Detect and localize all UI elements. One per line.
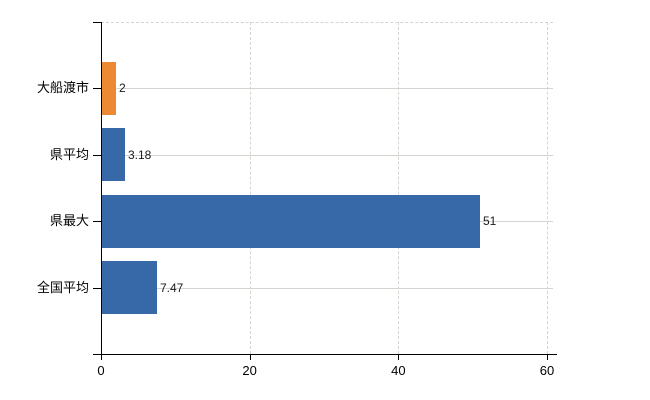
y-tick (93, 22, 101, 23)
bar (102, 128, 125, 181)
y-tick (93, 221, 101, 222)
category-label: 県平均 (49, 147, 89, 162)
x-tick-label: 20 (242, 363, 257, 378)
category-label: 大船渡市 (36, 80, 89, 95)
category-gridline (101, 155, 553, 156)
y-axis-line (101, 22, 102, 354)
x-axis-line (93, 354, 557, 355)
x-tick (101, 354, 102, 360)
bar (102, 62, 116, 115)
x-tick-label: 0 (97, 363, 105, 378)
bar-value-label: 2 (119, 81, 126, 95)
y-tick (93, 288, 101, 289)
bar (102, 195, 480, 248)
value-gridline (547, 22, 548, 354)
plot-top-border (101, 22, 553, 23)
bar-value-label: 7.47 (160, 281, 184, 295)
value-gridline (398, 22, 400, 354)
category-label: 県最大 (49, 213, 89, 228)
y-tick (93, 155, 101, 156)
category-gridline (101, 288, 553, 289)
bar-value-label: 51 (483, 214, 497, 228)
x-tick-label: 60 (539, 363, 555, 378)
x-tick (249, 354, 251, 360)
bar-value-label: 3.18 (128, 148, 152, 162)
x-tick-label: 40 (391, 363, 406, 378)
category-label: 全国平均 (36, 280, 89, 295)
bar (102, 261, 157, 314)
value-gridline (249, 22, 251, 354)
x-tick (398, 354, 400, 360)
x-tick (547, 354, 548, 360)
category-gridline (101, 88, 553, 89)
y-tick (93, 88, 101, 89)
